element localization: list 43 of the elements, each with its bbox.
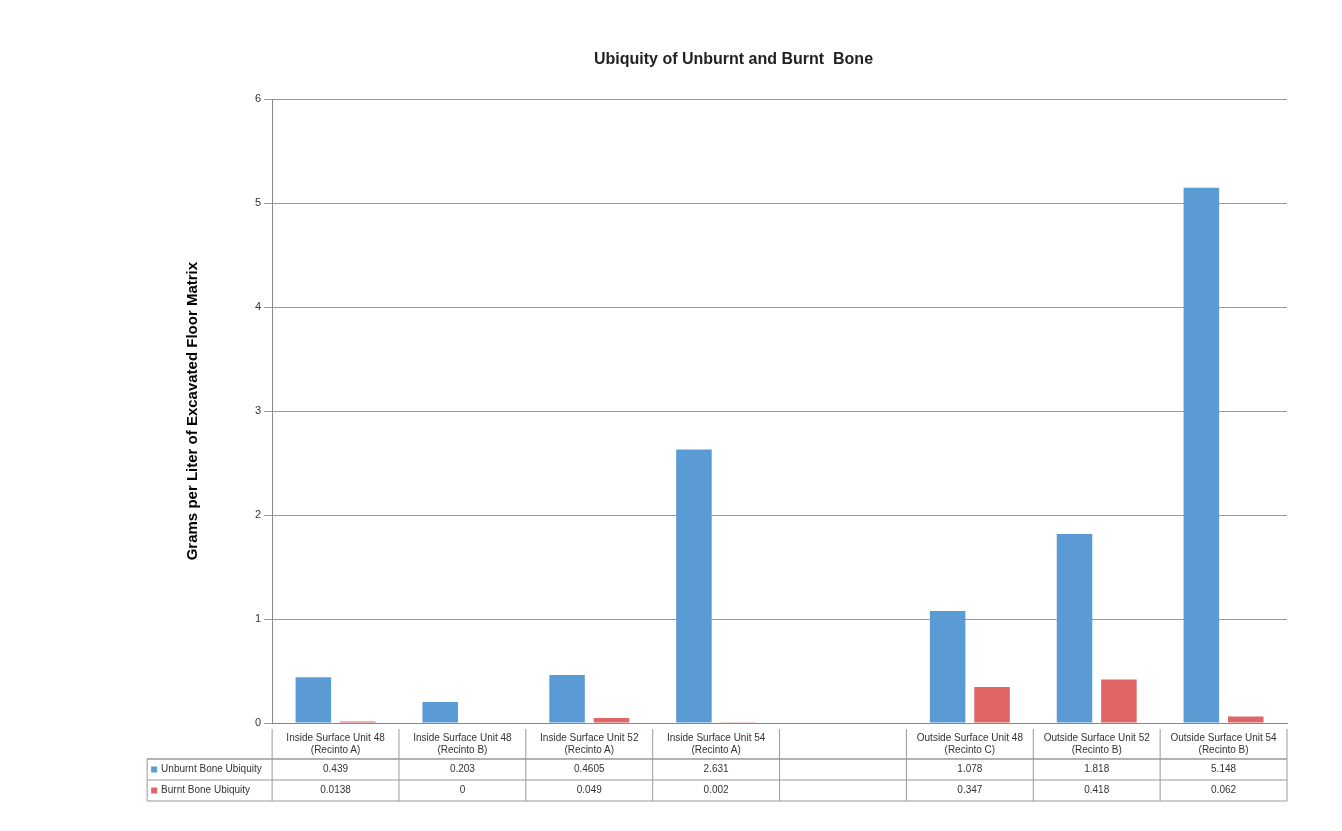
data-label: 0.0138 bbox=[320, 784, 352, 796]
y-tick-label: 2 bbox=[254, 508, 262, 521]
data-label: 2.631 bbox=[703, 763, 730, 775]
data-label: 0.062 bbox=[1211, 784, 1237, 796]
y-tick-label: 0 bbox=[254, 716, 262, 729]
bar bbox=[929, 610, 966, 723]
y-tick-label: 4 bbox=[254, 300, 262, 313]
legend-label: Burnt Bone Ubiquity bbox=[161, 784, 251, 796]
bar bbox=[549, 675, 585, 723]
bar bbox=[1056, 533, 1093, 723]
bar bbox=[422, 701, 458, 723]
x-tick-label: Inside Surface Unit 48 (Recinto A) bbox=[286, 731, 386, 755]
x-tick-label: Inside Surface Unit 48 (Recinto B) bbox=[413, 731, 513, 755]
bar bbox=[295, 677, 332, 723]
y-tick-label: 6 bbox=[254, 92, 262, 105]
y-tick-label: 3 bbox=[254, 404, 262, 417]
bar bbox=[974, 686, 1010, 723]
data-label: 0.002 bbox=[703, 784, 730, 796]
data-label: 0.439 bbox=[323, 763, 349, 775]
data-label: 0.347 bbox=[957, 784, 983, 796]
data-label: 5.148 bbox=[1211, 763, 1237, 775]
y-tick-label: 5 bbox=[254, 196, 262, 209]
data-label: 0.4605 bbox=[573, 763, 605, 775]
legend-label: Unburnt Bone Ubiquity bbox=[161, 763, 262, 775]
y-tick-label: 1 bbox=[254, 612, 262, 625]
x-tick-label: Outside Surface Unit 54 (Recinto B) bbox=[1170, 731, 1278, 755]
bar bbox=[1101, 679, 1137, 723]
bar bbox=[676, 449, 712, 723]
data-label: 0.418 bbox=[1084, 784, 1110, 796]
x-tick-label: Outside Surface Unit 52 (Recinto B) bbox=[1043, 731, 1151, 755]
data-label: 1.818 bbox=[1084, 763, 1110, 775]
x-tick-label: Inside Surface Unit 54 (Recinto A) bbox=[666, 731, 766, 755]
data-label: 0.203 bbox=[449, 763, 476, 775]
bar bbox=[1183, 187, 1220, 723]
data-label: 1.078 bbox=[957, 763, 983, 775]
y-axis-title: Grams per Liter of Excavated Floor Matrix bbox=[183, 261, 201, 561]
bar bbox=[1228, 716, 1264, 723]
data-label: 0 bbox=[459, 784, 466, 796]
x-tick-label: Outside Surface Unit 48 (Recinto C) bbox=[916, 731, 1024, 755]
data-label: 0.049 bbox=[576, 784, 603, 796]
chart-title: Ubiquity of Unburnt and Burnt Bone bbox=[593, 50, 874, 68]
bar bbox=[593, 717, 630, 723]
x-tick-label: Inside Surface Unit 52 (Recinto A) bbox=[540, 731, 639, 755]
